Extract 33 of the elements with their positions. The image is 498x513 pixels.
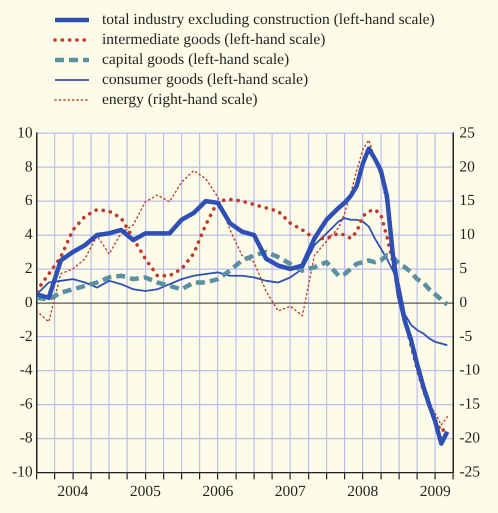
y-tick-label: 6 bbox=[24, 192, 33, 210]
y2-tick-label: -10 bbox=[459, 362, 480, 379]
y2-tick-label: 10 bbox=[459, 226, 476, 244]
y2-tick-label: -20 bbox=[459, 430, 480, 447]
x-tick-label: 2004 bbox=[57, 482, 89, 500]
y-tick-label: 0 bbox=[24, 294, 33, 311]
y-tick-label: -10 bbox=[12, 463, 33, 480]
y-tick-label: 4 bbox=[24, 226, 33, 244]
y-tick-label: -6 bbox=[20, 396, 33, 413]
y2-tick-label: -5 bbox=[459, 328, 472, 345]
y2-tick-label: -15 bbox=[459, 396, 480, 413]
y-tick-label: -8 bbox=[20, 430, 33, 447]
x-tick-label: 2007 bbox=[274, 482, 306, 500]
legend-label: capital goods (left-hand scale) bbox=[102, 51, 290, 69]
legend-label: total industry excluding construction (left-hand scale) bbox=[102, 11, 435, 29]
y-tick-label: 10 bbox=[17, 124, 33, 142]
x-tick-label: 2005 bbox=[130, 482, 162, 500]
legend-label: intermediate goods (left-hand scale) bbox=[102, 31, 326, 49]
x-tick-label: 2008 bbox=[347, 482, 379, 500]
x-tick-label: 2006 bbox=[202, 482, 234, 500]
y2-tick-label: 5 bbox=[459, 260, 468, 278]
legend-label: energy (right-hand scale) bbox=[102, 91, 258, 109]
y2-tick-label: 25 bbox=[459, 124, 476, 142]
x-tick-label: 2009 bbox=[420, 482, 451, 500]
y2-tick-label: -25 bbox=[459, 463, 480, 480]
y-tick-label: -2 bbox=[20, 328, 33, 345]
y2-tick-label: 20 bbox=[459, 158, 476, 176]
y2-tick-label: 15 bbox=[459, 192, 476, 210]
y-tick-label: 2 bbox=[24, 260, 33, 278]
y-tick-label: -4 bbox=[20, 362, 33, 379]
y2-tick-label: 0 bbox=[459, 294, 468, 311]
legend-label: consumer goods (left-hand scale) bbox=[102, 71, 308, 89]
y-tick-label: 8 bbox=[24, 158, 33, 176]
